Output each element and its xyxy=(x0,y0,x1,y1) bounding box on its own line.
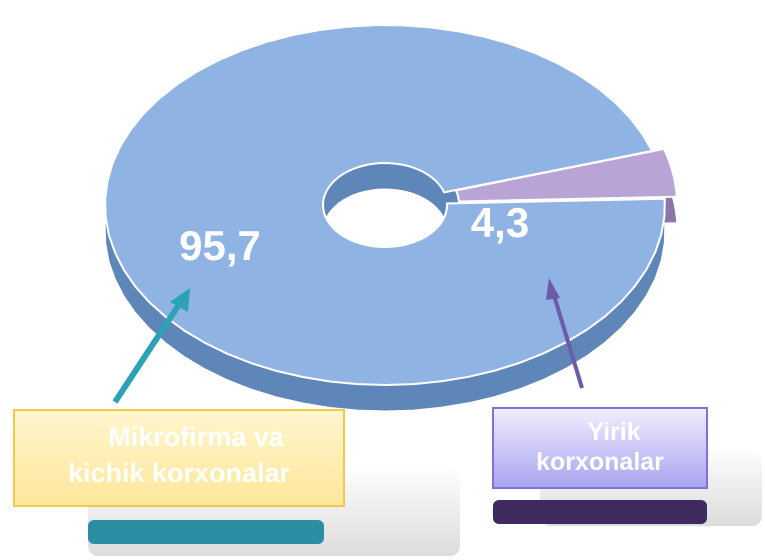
legend-label: Yirik korxonalar xyxy=(536,418,664,476)
donut xyxy=(104,24,678,412)
arrow-head xyxy=(546,278,560,300)
data-label: 4,3 xyxy=(471,199,529,246)
tab xyxy=(493,500,707,524)
tab xyxy=(88,520,324,544)
slice xyxy=(455,147,678,203)
arrow xyxy=(112,298,185,404)
legend-box xyxy=(13,409,345,507)
data-label: 95,7 xyxy=(179,222,261,269)
arrow-head xyxy=(170,288,190,312)
arrow xyxy=(551,291,584,389)
slice xyxy=(104,24,666,387)
legend: Mikrofirma va kichik korxonalar Yirik korx… xyxy=(13,407,762,556)
legend-label: Mikrofirma va kichik korxonalar xyxy=(68,422,291,488)
legend-box xyxy=(492,407,708,489)
